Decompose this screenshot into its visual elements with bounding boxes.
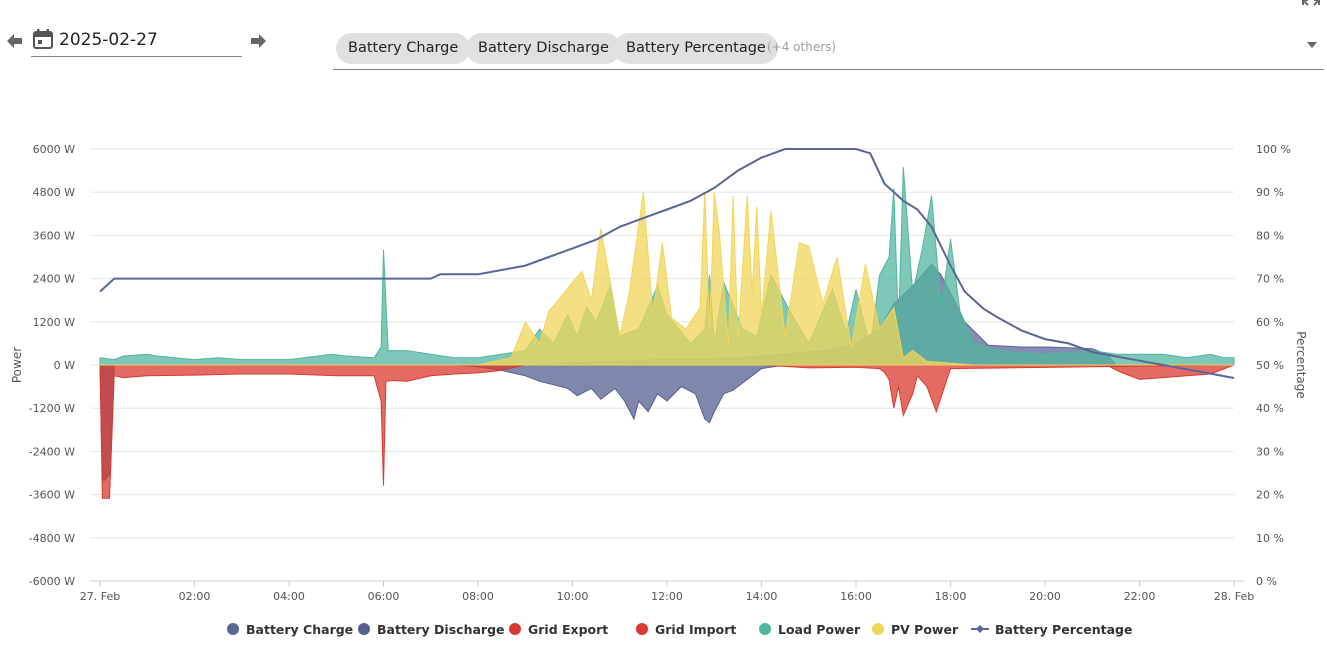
- next-day-button[interactable]: [248, 30, 270, 52]
- legend-label: Grid Export: [528, 622, 608, 637]
- y-tick-label: -6000 W: [29, 575, 75, 588]
- x-axis: 27. Feb 02:00 04:00 06:00 08:00 10:00 12:00 14:…: [80, 580, 1254, 603]
- x-tick-label: 27. Feb: [80, 590, 120, 603]
- y-tick-label: 6000 W: [33, 143, 75, 156]
- y-tick-label: 3600 W: [33, 229, 75, 242]
- chip-battery-charge[interactable]: Battery Charge: [336, 33, 471, 64]
- x-tick-label: 04:00: [273, 590, 305, 603]
- legend: Battery Charge Battery Discharge Grid Expo…: [227, 622, 1132, 637]
- y-tick-label: -1200 W: [29, 402, 75, 415]
- legend-marker: [636, 623, 648, 635]
- y2-tick-label: 20 %: [1256, 489, 1284, 502]
- y-tick-label: 1200 W: [33, 316, 75, 329]
- calendar-icon[interactable]: [33, 28, 53, 50]
- y2-tick-label: 50 %: [1256, 359, 1284, 372]
- y-tick-label: 2400 W: [33, 273, 75, 286]
- right-y-axis: 100 % 90 % 80 % 70 % 60 % 50 % 40 % 30 % 20 % 10 …: [1256, 143, 1291, 588]
- y-tick-label: 4800 W: [33, 186, 75, 199]
- legend-label: Load Power: [778, 622, 861, 637]
- y2-axis-title: Percentage: [1294, 331, 1308, 399]
- y-axis-title: Power: [10, 347, 24, 383]
- x-tick-label: 16:00: [840, 590, 872, 603]
- legend-marker: [358, 623, 370, 635]
- legend-label: Battery Charge: [246, 622, 353, 637]
- arrow-right-icon: [251, 34, 266, 48]
- x-tick-label: 10:00: [557, 590, 589, 603]
- legend-item-grid-import[interactable]: Grid Import: [636, 622, 736, 637]
- y2-tick-label: 60 %: [1256, 316, 1284, 329]
- series-pv-power: [100, 192, 1234, 366]
- x-tick-label: 06:00: [368, 590, 400, 603]
- y2-tick-label: 0 %: [1256, 575, 1277, 588]
- series-battery-percentage: [99, 148, 1235, 379]
- series-battery-discharge: [99, 364, 1234, 481]
- y-tick-label: 0 W: [54, 359, 75, 372]
- legend-marker: [509, 623, 521, 635]
- x-tick-label: 02:00: [179, 590, 211, 603]
- prev-day-button[interactable]: [3, 30, 25, 52]
- legend-label: Battery Percentage: [995, 622, 1132, 637]
- arrow-left-icon: [7, 34, 22, 48]
- y2-tick-label: 30 %: [1256, 445, 1284, 458]
- y-tick-label: -3600 W: [29, 489, 75, 502]
- series-select[interactable]: Battery Charge Battery Discharge Battery…: [333, 22, 1324, 70]
- y2-tick-label: 10 %: [1256, 532, 1284, 545]
- legend-label: Grid Import: [655, 622, 736, 637]
- legend-item-load-power[interactable]: Load Power: [759, 622, 861, 637]
- left-y-axis: 6000 W 4800 W 3600 W 2400 W 1200 W 0 W -1200 W…: [29, 143, 75, 588]
- legend-item-battery-charge[interactable]: Battery Charge: [227, 622, 353, 637]
- series-grid-export: [100, 364, 1235, 418]
- legend-label: PV Power: [891, 622, 959, 637]
- x-tick-label: 12:00: [651, 590, 683, 603]
- date-picker[interactable]: 2025-02-27: [31, 22, 242, 57]
- legend-item-battery-percentage[interactable]: Battery Percentage: [971, 622, 1132, 637]
- legend-marker: [872, 623, 884, 635]
- x-tick-label: 08:00: [462, 590, 494, 603]
- y2-tick-label: 100 %: [1256, 143, 1291, 156]
- chip-battery-discharge[interactable]: Battery Discharge: [466, 33, 621, 64]
- others-count: (+4 others): [767, 40, 837, 54]
- y2-tick-label: 70 %: [1256, 273, 1284, 286]
- legend-marker-diamond: [976, 625, 984, 633]
- chevron-down-icon[interactable]: [1306, 40, 1318, 50]
- series-grid-import: [99, 364, 1235, 499]
- legend-item-grid-export[interactable]: Grid Export: [509, 622, 608, 637]
- fullscreen-icon[interactable]: [1301, 0, 1321, 8]
- y-tick-label: -4800 W: [29, 532, 75, 545]
- legend-label: Battery Discharge: [377, 622, 505, 637]
- legend-item-battery-discharge[interactable]: Battery Discharge: [358, 622, 505, 637]
- legend-marker: [759, 623, 771, 635]
- y2-tick-label: 40 %: [1256, 402, 1284, 415]
- chip-battery-percentage[interactable]: Battery Percentage: [614, 33, 778, 64]
- x-tick-label: 20:00: [1029, 590, 1061, 603]
- x-tick-label: 28. Feb: [1214, 590, 1254, 603]
- x-tick-label: 18:00: [935, 590, 967, 603]
- y2-tick-label: 90 %: [1256, 186, 1284, 199]
- series-load-power: [99, 166, 1235, 366]
- legend-marker: [227, 623, 239, 635]
- y2-tick-label: 80 %: [1256, 229, 1284, 242]
- x-tick-label: 14:00: [746, 590, 778, 603]
- series-layer: [99, 148, 1235, 499]
- x-tick-label: 22:00: [1124, 590, 1156, 603]
- y-tick-label: -2400 W: [29, 445, 75, 458]
- legend-item-pv-power[interactable]: PV Power: [872, 622, 959, 637]
- date-input[interactable]: 2025-02-27: [59, 30, 158, 50]
